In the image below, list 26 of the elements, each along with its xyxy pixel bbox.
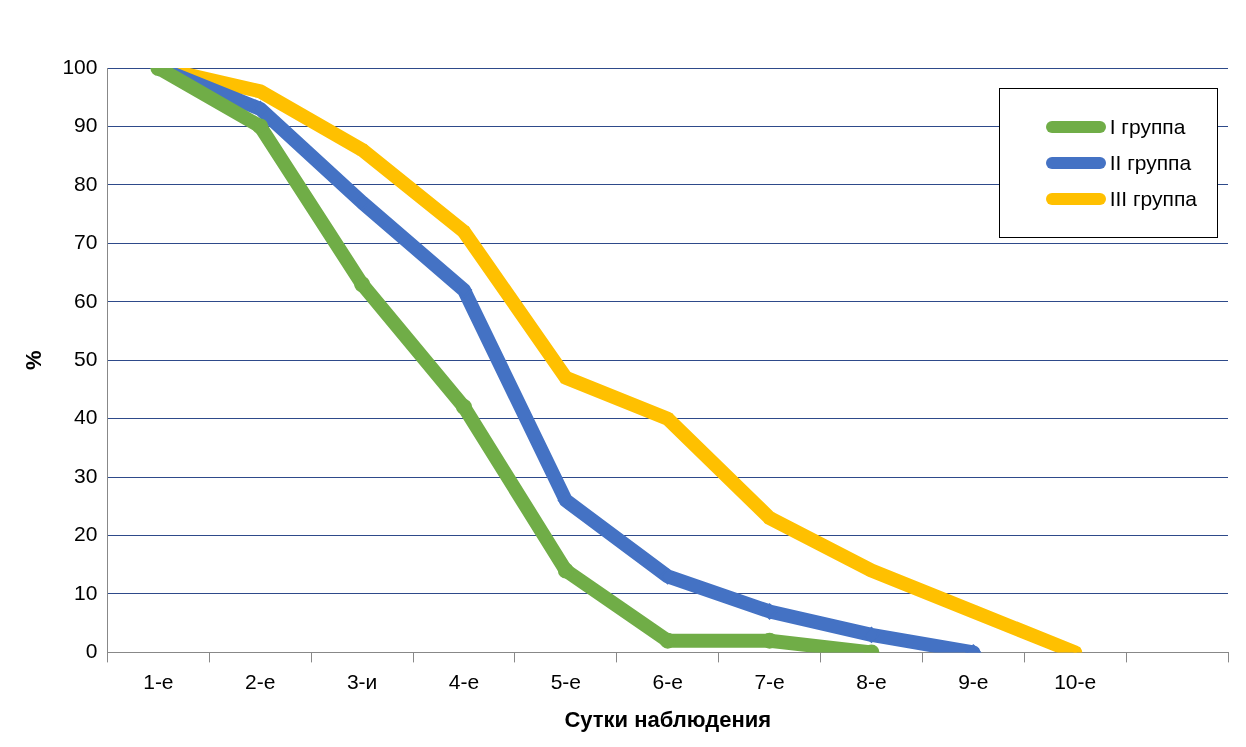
x-tick-label: 6-е — [652, 669, 683, 693]
x-tick-label: 5-е — [550, 669, 582, 693]
x-tick-label: 3-и — [346, 669, 378, 693]
x-tick-label: 9-е — [958, 669, 989, 693]
legend-label: I группа — [1109, 115, 1186, 139]
x-tick-label: 4-е — [448, 669, 480, 693]
y-tick-label: 90 — [74, 113, 98, 137]
y-tick-label: 100 — [62, 54, 98, 78]
y-tick-label: 60 — [74, 288, 98, 312]
x-tick-label: 8-е — [856, 669, 887, 693]
x-axis-title: Сутки наблюдения — [564, 706, 772, 732]
x-tick-label: 10-е — [1054, 669, 1097, 693]
legend-label: II группа — [1109, 151, 1192, 175]
x-tick-label: 2-е — [245, 669, 276, 693]
y-tick-label: 0 — [85, 639, 98, 663]
y-tick-label: 50 — [74, 347, 98, 370]
x-tick-label: 7-е — [754, 669, 785, 693]
y-tick-label: 10 — [74, 580, 98, 604]
y-tick-label: 20 — [74, 522, 98, 546]
y-tick-label: 80 — [74, 171, 98, 195]
y-axis-title: % — [21, 350, 47, 370]
x-tick-label: 1-е — [143, 669, 174, 693]
y-tick-label: 70 — [74, 230, 98, 254]
legend-label: III группа — [1109, 187, 1197, 211]
y-tick-label: 40 — [74, 405, 98, 429]
y-tick-label: 30 — [74, 463, 98, 487]
